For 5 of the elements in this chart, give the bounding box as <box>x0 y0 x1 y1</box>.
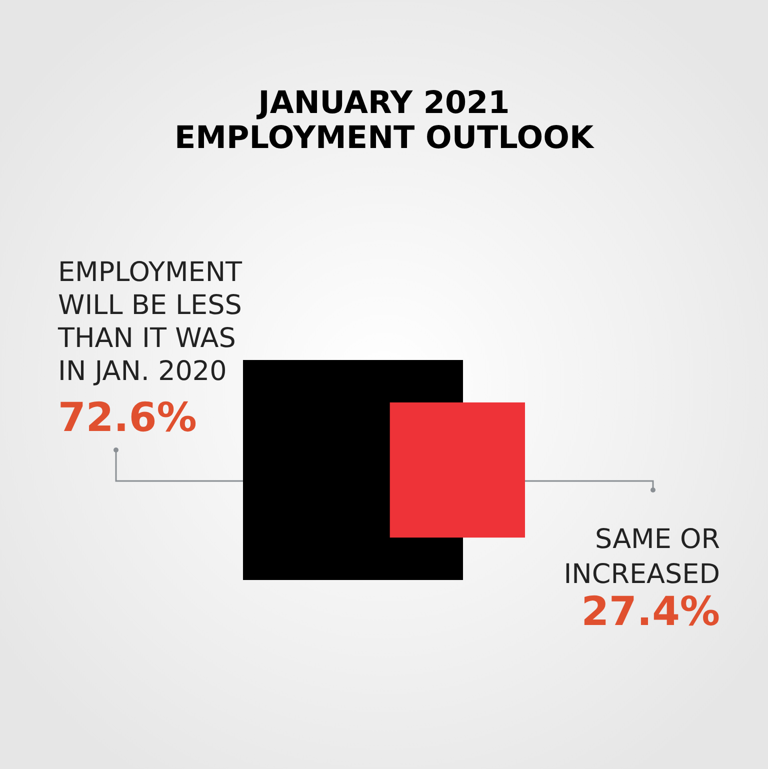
text: JANUARY 2021 EMPLOYMENT OUTLOOK <box>174 85 594 156</box>
category-label: EMPLOYMENT WILL BE LESS THAN IT WAS IN JAN. 2020 <box>57 257 243 387</box>
data-label: 27.4% <box>581 589 720 635</box>
data-label: 72.6% <box>58 395 197 441</box>
category-label: SAME OR INCREASED <box>564 524 720 590</box>
